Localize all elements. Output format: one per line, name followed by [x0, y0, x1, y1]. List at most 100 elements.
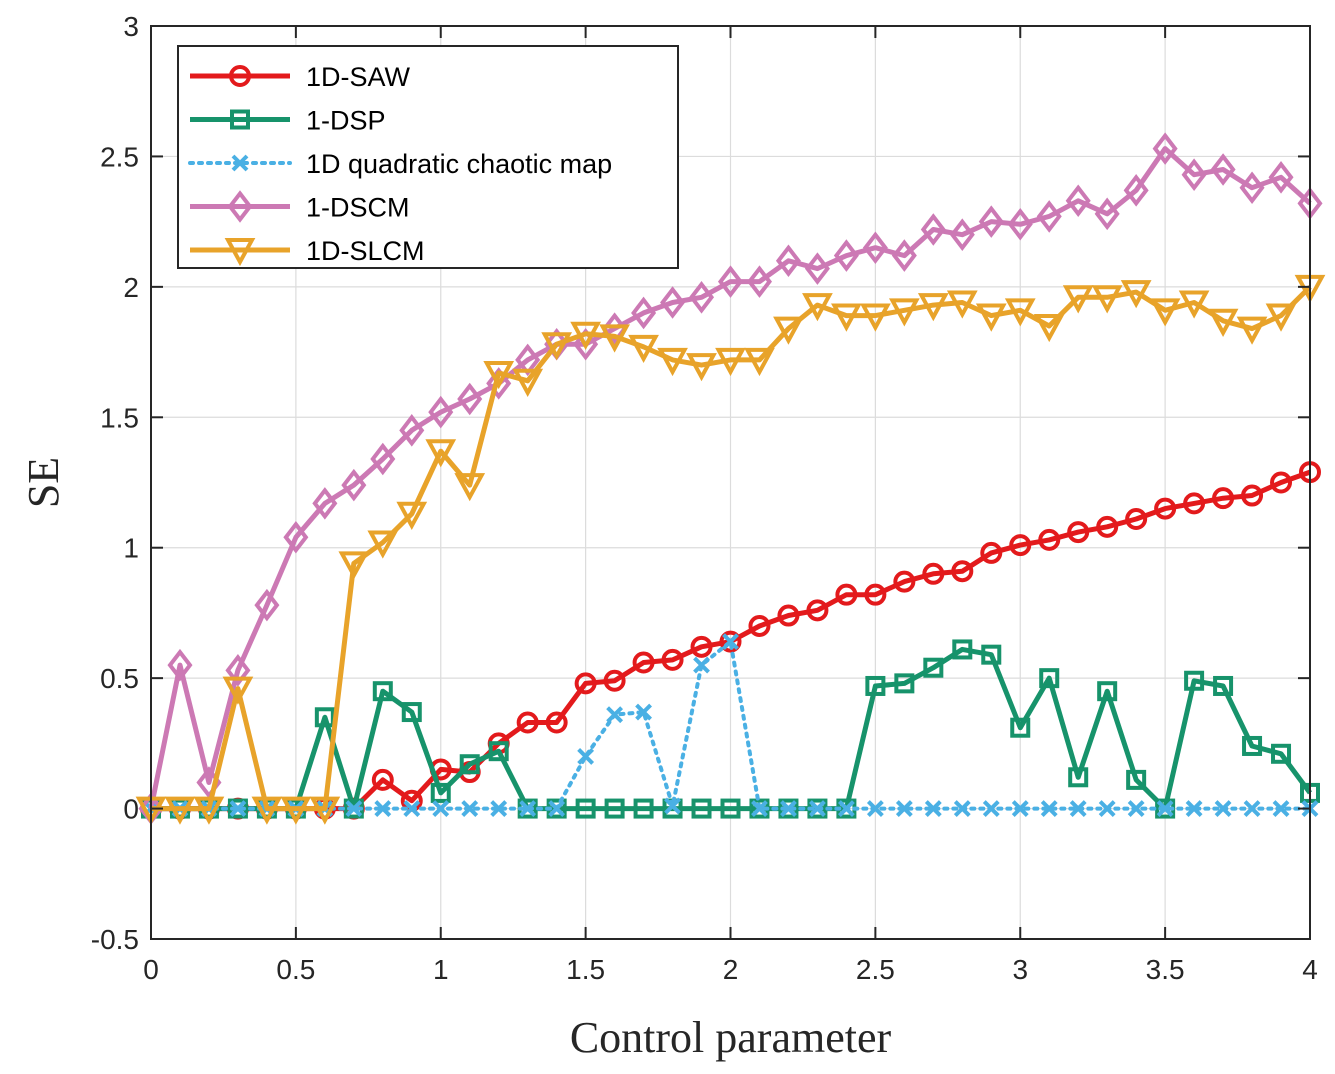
data-point [461, 800, 479, 817]
data-point [541, 332, 573, 361]
legend: 1D-SAW 1-DSP 1D quadratic chaotic map 1-DS… [177, 45, 679, 269]
series-4 [135, 274, 1326, 825]
data-point [401, 702, 422, 723]
data-point [1069, 800, 1087, 817]
data-point [837, 800, 855, 817]
data-point [1213, 675, 1234, 696]
data-point [1214, 800, 1232, 817]
data-point [548, 800, 566, 817]
data-point [545, 711, 568, 734]
series-3 [138, 132, 1323, 825]
legend-label: 1D-SAW [306, 62, 411, 92]
data-point [222, 676, 254, 705]
data-point [1009, 534, 1032, 557]
data-point [775, 244, 801, 278]
series-layer [135, 132, 1326, 825]
data-point [686, 353, 717, 382]
data-point [924, 800, 942, 817]
data-point [864, 583, 887, 606]
data-point [777, 604, 800, 627]
data-point [574, 672, 597, 695]
y-tick-label: 2 [123, 272, 139, 303]
data-point [1126, 769, 1147, 790]
data-point [1062, 285, 1094, 314]
x-tick-label: 0 [143, 954, 159, 985]
x-tick-label: 3 [1012, 954, 1028, 985]
legend-box [177, 45, 679, 269]
x-tick-label: 3.5 [1146, 954, 1185, 985]
data-point [1067, 521, 1090, 544]
data-point [633, 798, 654, 819]
y-tick-label: 0.5 [100, 663, 139, 694]
y-tick-label: 1.5 [100, 402, 139, 433]
data-point [604, 798, 625, 819]
data-point [488, 741, 509, 762]
legend-label: 1D quadratic chaotic map [306, 149, 612, 179]
data-point [1154, 497, 1177, 520]
data-point [338, 551, 370, 580]
data-point [1243, 800, 1261, 817]
y-axis-title: SE [19, 457, 68, 508]
data-point [1241, 484, 1264, 507]
x-tick-label: 0.5 [276, 954, 315, 985]
data-point [280, 796, 312, 825]
data-point [632, 651, 655, 674]
data-point [1185, 800, 1203, 817]
y-tick-label: 3 [123, 11, 139, 42]
x-tick-label: 2 [723, 954, 739, 985]
data-point [512, 368, 544, 397]
data-point [722, 633, 739, 651]
data-point [1096, 515, 1119, 538]
data-point [575, 798, 596, 819]
data-point [254, 588, 280, 622]
legend-marker [227, 190, 253, 223]
x-tick-label: 1 [433, 954, 449, 985]
data-point [744, 347, 775, 377]
data-point [516, 711, 539, 734]
data-point [751, 800, 768, 817]
data-point [1236, 316, 1268, 345]
x-tick-label: 4 [1302, 954, 1318, 985]
legend-label: 1D-SLCM [306, 236, 425, 266]
data-point [602, 312, 628, 345]
data-point [631, 296, 657, 330]
data-point [862, 231, 888, 265]
data-point [1125, 508, 1148, 531]
data-point [1098, 800, 1116, 817]
data-point [1178, 290, 1210, 319]
data-point [1094, 197, 1120, 231]
data-point [922, 562, 945, 585]
data-point [1123, 174, 1149, 207]
data-point [1212, 487, 1235, 510]
data-point [773, 316, 804, 345]
data-point [804, 252, 830, 285]
data-point [715, 347, 746, 377]
data-point [1065, 184, 1091, 218]
legend-label: 1-DSCM [306, 193, 410, 223]
data-point [1068, 767, 1089, 788]
data-point [975, 303, 1007, 332]
series-line [149, 639, 1312, 811]
legend-label: 1-DSP [306, 106, 386, 136]
data-point [951, 560, 974, 583]
data-point [370, 442, 396, 476]
ticks: 0 0.5 1 1.5 2 2.5 3 3.5 4-0.500.511.522.53 [91, 11, 1318, 985]
data-point [1207, 308, 1239, 337]
data-point [1097, 681, 1118, 702]
data-point [1183, 492, 1206, 515]
x-axis-title: Control parameter [570, 1013, 892, 1062]
data-point [978, 205, 1004, 238]
data-point [454, 473, 486, 502]
data-point [1242, 735, 1263, 756]
data-point [693, 656, 710, 674]
data-point [225, 654, 251, 687]
data-point [689, 281, 715, 314]
data-point [691, 798, 712, 819]
data-point [888, 298, 920, 327]
data-point [866, 800, 884, 817]
data-point [312, 487, 338, 520]
data-point [1184, 670, 1205, 691]
data-point [891, 239, 917, 272]
data-point [1036, 200, 1062, 233]
